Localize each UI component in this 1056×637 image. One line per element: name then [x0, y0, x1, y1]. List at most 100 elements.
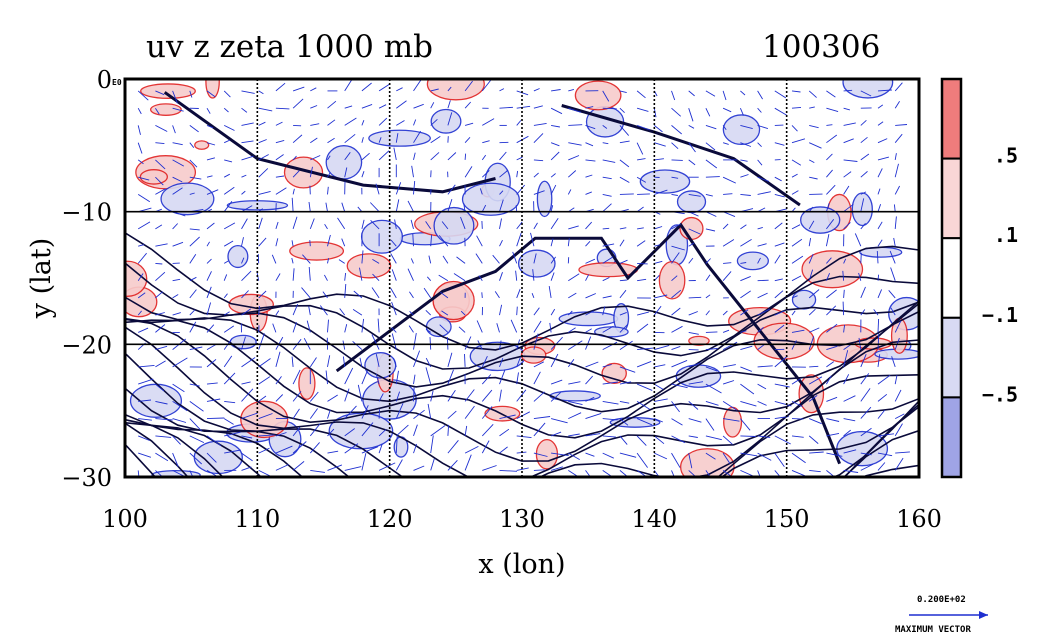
wind-vector — [390, 239, 397, 247]
wind-vector — [413, 333, 417, 350]
colorbar-frame — [940, 77, 963, 479]
wind-vector — [585, 124, 596, 130]
wind-vector — [456, 256, 466, 264]
wind-vector — [369, 202, 380, 213]
wind-vector — [585, 361, 599, 368]
wind-vector — [189, 125, 199, 133]
wind-vector — [860, 171, 868, 178]
wind-vector — [223, 355, 233, 368]
wind-vector — [425, 221, 432, 230]
wind-vector — [843, 89, 853, 92]
wind-vector — [447, 184, 456, 195]
wind-vector — [722, 470, 733, 477]
colorbar-boxes — [941, 78, 962, 478]
wind-vector — [309, 391, 319, 402]
wind-vector — [671, 125, 682, 135]
wind-vector — [671, 252, 680, 264]
wind-vector — [189, 142, 195, 148]
wind-vector — [352, 309, 363, 316]
wind-vector — [189, 309, 196, 316]
wind-vector — [395, 133, 399, 143]
wind-vector — [438, 235, 449, 247]
wind-vector — [439, 324, 449, 333]
wind-vector — [241, 452, 253, 462]
wind-vector — [894, 413, 905, 419]
wind-vector — [739, 108, 744, 116]
wind-vector — [515, 270, 518, 281]
wind-vector — [722, 125, 727, 131]
wind-vector — [319, 305, 328, 316]
wind-vector — [602, 193, 612, 197]
wind-vector — [499, 106, 514, 109]
wind-vector — [671, 223, 681, 230]
colorbar-labels: .5 .1 −.1 −.5 — [982, 144, 1018, 407]
wind-vector — [172, 159, 185, 167]
wind-vector — [671, 401, 680, 413]
wind-vector — [585, 328, 592, 333]
wind-vector — [258, 333, 265, 350]
wind-vector — [172, 357, 188, 368]
wind-vector — [568, 155, 580, 161]
wind-vector — [722, 401, 738, 411]
wind-vector — [327, 428, 335, 437]
wind-vector — [463, 203, 466, 212]
wind-vector — [223, 418, 234, 425]
wind-vector — [428, 255, 432, 264]
y-axis-ticks: −30 −20 −10 0 — [61, 66, 112, 492]
wind-vector — [637, 347, 654, 351]
wind-vector — [809, 176, 818, 180]
wind-vector — [533, 253, 537, 264]
wind-vector — [460, 310, 466, 316]
wind-vector — [619, 311, 627, 316]
wind-vector — [877, 318, 880, 333]
vorticity-contour — [578, 262, 639, 278]
wind-vector — [774, 176, 782, 182]
wind-vector — [137, 107, 142, 115]
wind-vector — [808, 90, 817, 98]
wind-vector — [172, 107, 184, 112]
wind-vector — [740, 174, 749, 178]
wind-vector — [206, 286, 212, 299]
wind-vector — [411, 165, 414, 178]
wind-vector — [172, 176, 183, 183]
wind-vector — [275, 273, 281, 281]
wind-vector — [292, 391, 302, 402]
wind-vector — [654, 158, 664, 161]
wind-vector — [344, 117, 357, 126]
wind-vector — [481, 154, 487, 161]
wind-vector — [550, 151, 560, 161]
wind-vector — [241, 90, 255, 94]
wind-vector — [808, 336, 815, 350]
wind-vector — [138, 378, 154, 385]
wind-vector — [826, 396, 838, 402]
wind-vector — [516, 170, 519, 178]
wind-vector — [843, 395, 856, 402]
wind-vector — [344, 466, 362, 471]
wind-vector — [533, 422, 546, 437]
wind-vector — [344, 167, 348, 178]
wind-vector — [791, 255, 804, 264]
wind-vector — [860, 427, 872, 437]
wind-vector — [241, 205, 253, 213]
wind-vector — [602, 125, 608, 129]
wind-vector — [619, 125, 630, 136]
wind-vector — [258, 107, 273, 112]
wind-vector — [189, 346, 203, 351]
colorbar-level-label: .1 — [994, 223, 1018, 247]
wind-vector — [499, 88, 505, 92]
wind-vector — [705, 348, 718, 351]
wind-vector — [860, 252, 862, 264]
y-tick-label: −10 — [61, 199, 112, 227]
wind-vector — [447, 424, 450, 436]
wind-vector — [567, 310, 573, 316]
wind-vector — [705, 470, 711, 477]
vorticity-contour — [151, 469, 201, 477]
wind-vector — [636, 401, 651, 410]
wind-vector — [292, 188, 295, 195]
wind-vector — [172, 294, 179, 299]
vorticity-contour — [140, 83, 196, 99]
wind-vector — [344, 405, 357, 419]
wind-vector — [223, 90, 231, 98]
wind-vector — [189, 159, 198, 168]
wind-vector — [877, 204, 882, 212]
